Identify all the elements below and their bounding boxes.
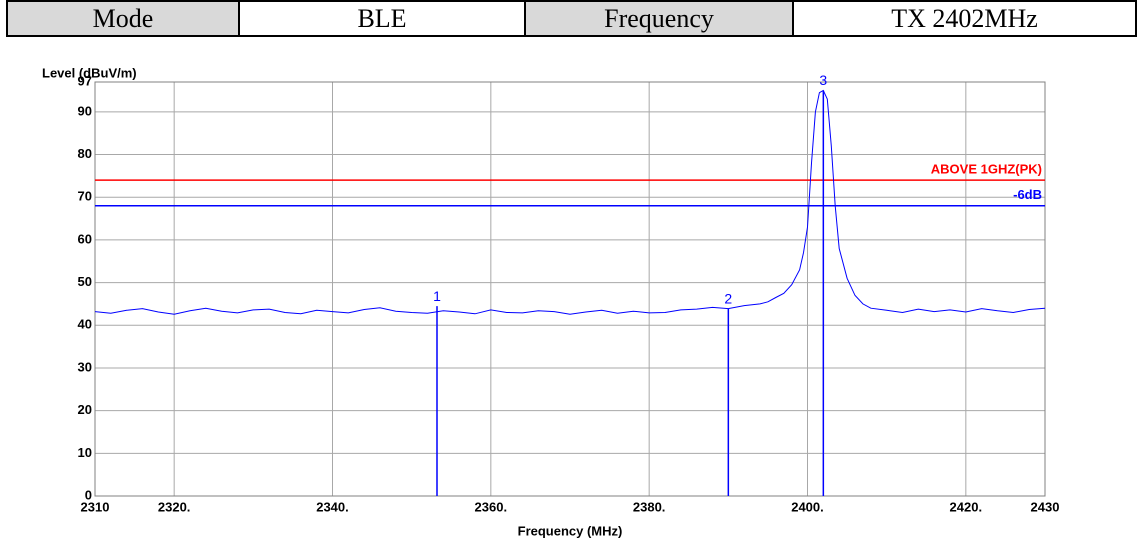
cell: BLE xyxy=(238,0,526,37)
marker-label: 3 xyxy=(819,72,827,88)
marker-label: 2 xyxy=(724,290,732,306)
y-tick-label: 90 xyxy=(78,103,92,118)
x-tick-label: 2380. xyxy=(633,499,666,514)
x-tick-label: 2430 xyxy=(1031,499,1060,514)
x-tick-label: 2320. xyxy=(158,499,191,514)
cell: Mode xyxy=(6,0,240,37)
trace xyxy=(94,89,1046,315)
info-table: Mode BLE Frequency TX 2402MHz xyxy=(6,0,1137,37)
limit-label: -6dB xyxy=(1013,187,1042,202)
plot-border xyxy=(94,81,1046,497)
y-axis-label: Level (dBuV/m) xyxy=(42,65,137,80)
cell: Frequency xyxy=(524,0,794,37)
y-tick-label: 80 xyxy=(78,146,92,161)
y-tick-label: 10 xyxy=(78,445,92,460)
x-axis-label: Frequency (MHz) xyxy=(518,523,623,538)
y-tick-label: 60 xyxy=(78,231,92,246)
y-tick-label: 70 xyxy=(78,189,92,204)
y-tick-label: 40 xyxy=(78,317,92,332)
y-tick-label: 20 xyxy=(78,402,92,417)
cell: TX 2402MHz xyxy=(792,0,1137,37)
y-tick-label: 97 xyxy=(78,73,92,88)
marker-label: 1 xyxy=(433,288,441,304)
y-tick-label: 0 xyxy=(85,487,92,502)
x-tick-label: 2340. xyxy=(316,499,349,514)
x-tick-label: 2420. xyxy=(950,499,983,514)
y-tick-label: 50 xyxy=(78,274,92,289)
info-row: Mode BLE Frequency TX 2402MHz xyxy=(6,0,1137,37)
x-tick-label: 2400. xyxy=(791,499,824,514)
x-tick-label: 2310 xyxy=(81,499,110,514)
plot-area xyxy=(95,82,1045,496)
limit-label: ABOVE 1GHZ(PK) xyxy=(931,162,1042,177)
y-tick-label: 30 xyxy=(78,359,92,374)
x-tick-label: 2360. xyxy=(475,499,508,514)
